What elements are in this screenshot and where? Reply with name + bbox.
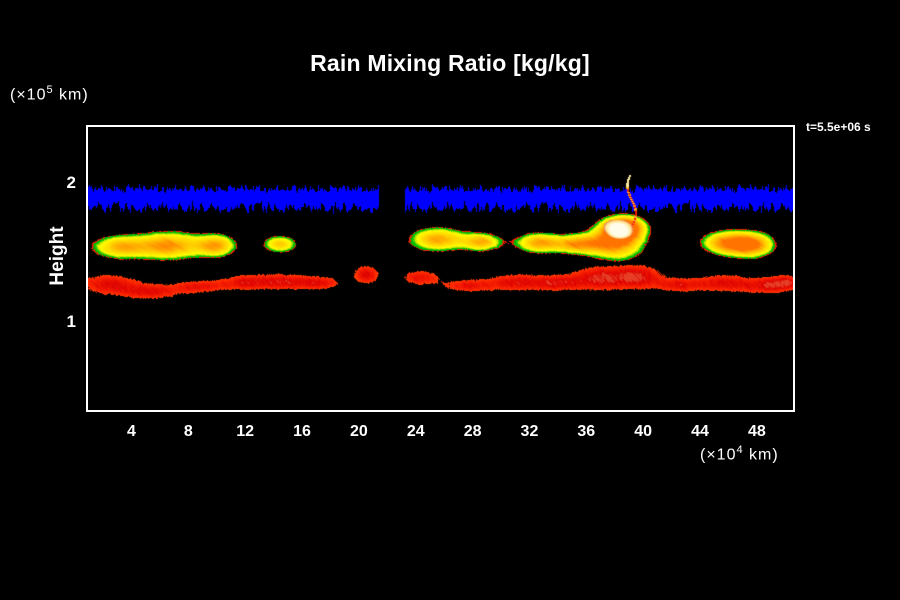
page-title: Rain Mixing Ratio [kg/kg]	[310, 50, 590, 76]
x-tick-label: 32	[520, 423, 539, 440]
x-tick-label: 36	[577, 423, 596, 440]
y-axis-unit-label: (×105 km)	[10, 84, 89, 104]
x-tick-label: 40	[634, 423, 653, 440]
y-unit-prefix: (×10	[10, 86, 47, 104]
x-tick-label: 48	[747, 423, 766, 440]
x-tick-label: 28	[463, 423, 482, 440]
plot-frame	[86, 125, 795, 412]
x-tick-label: 4	[127, 423, 136, 440]
x-unit-suffix: km)	[743, 446, 779, 464]
rain-mixing-ratio-field	[88, 127, 793, 410]
y-unit-suffix: km)	[53, 86, 89, 104]
x-tick-label: 20	[349, 423, 368, 440]
y-tick-label: 2	[66, 173, 76, 193]
x-unit-prefix: (×10	[700, 446, 737, 464]
x-tick-label: 44	[691, 423, 709, 440]
x-unit-exponent: 4	[736, 444, 744, 456]
x-tick-label: 12	[236, 423, 255, 440]
x-axis-unit-label: (×104 km)	[700, 444, 779, 464]
y-axis-label: Height	[47, 226, 68, 286]
x-tick-label: 8	[183, 423, 193, 440]
x-tick-label: 24	[406, 423, 425, 440]
x-tick-label: 16	[293, 423, 311, 440]
y-unit-exponent: 5	[46, 84, 54, 96]
time-annotation: t=5.5e+06 s	[806, 120, 871, 134]
